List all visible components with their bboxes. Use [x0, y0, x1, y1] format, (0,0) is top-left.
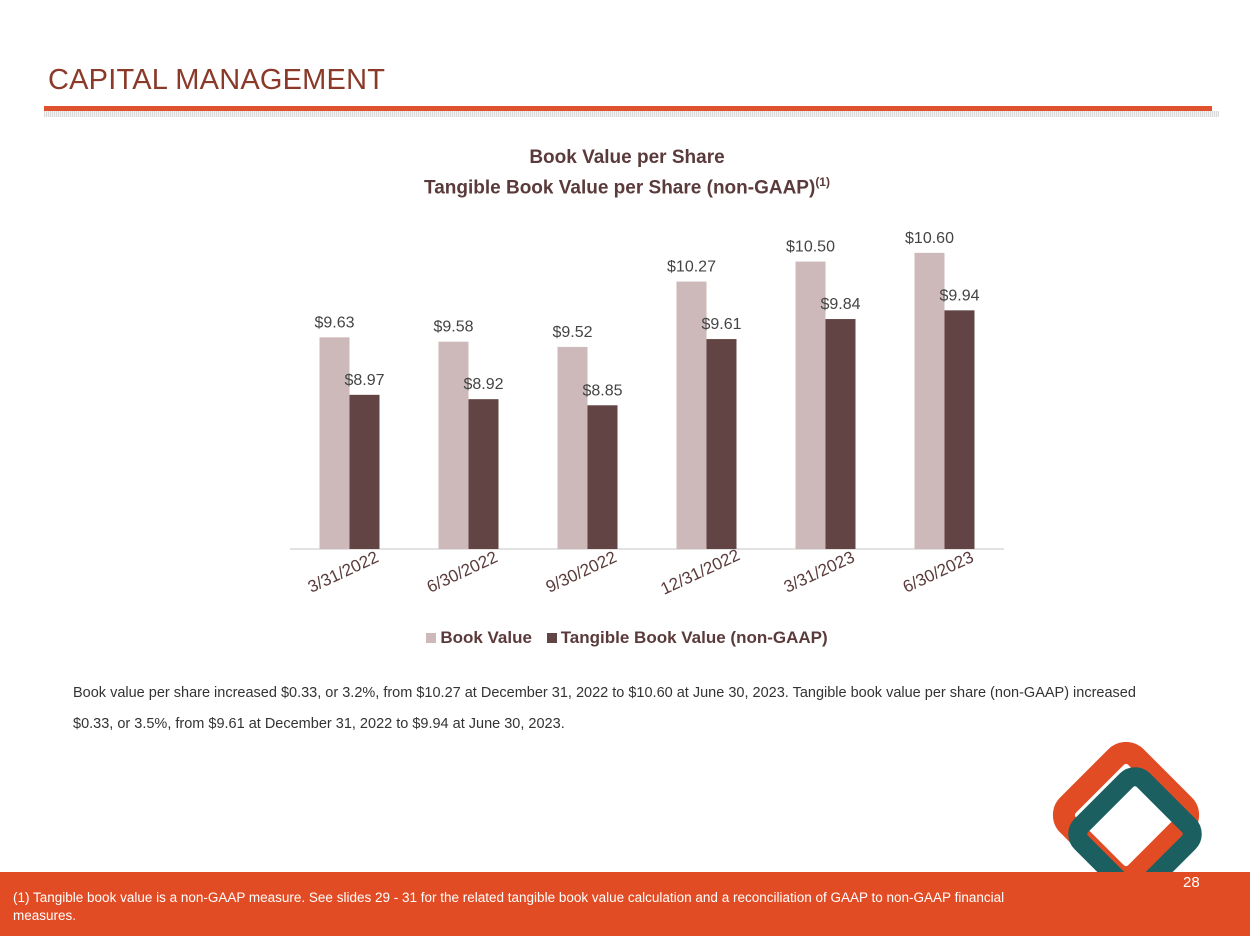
x-tick-label-4: 3/31/2023: [781, 547, 858, 596]
bar-book-value-4: [795, 261, 826, 549]
x-tick-label-2: 9/30/2022: [543, 547, 620, 596]
x-tick-label-1: 6/30/2022: [424, 547, 501, 596]
company-logo: [1052, 742, 1202, 901]
bar-book-value-0: [319, 337, 350, 549]
bar-chart: $9.63 $8.97 3/31/2022 $9.58 $8.92 6/30/2022 $9…: [290, 230, 1004, 599]
data-label-tangible-book-value-4: $9.84: [820, 296, 860, 313]
chart-title-block: Book Value per Share Tangible Book Value…: [0, 146, 1250, 200]
bar-book-value-1: [438, 341, 469, 549]
page-title: CAPITAL MANAGEMENT: [48, 64, 386, 96]
bar-tangible-book-value-1: [468, 399, 499, 549]
bar-tangible-book-value-5: [944, 310, 975, 549]
x-tick-label-0: 3/31/2022: [305, 547, 382, 596]
data-label-book-value-3: $10.27: [667, 259, 716, 276]
legend-swatch-tangible-book-value: [546, 633, 557, 643]
chart-subtitle-footnote-ref: (1): [815, 175, 830, 189]
page-number: 28: [1183, 874, 1200, 891]
chart-title: Book Value per Share: [529, 147, 725, 168]
bar-book-value-3: [676, 281, 707, 549]
data-label-tangible-book-value-3: $9.61: [701, 316, 741, 333]
footer-bar: (1) Tangible book value is a non-GAAP me…: [0, 872, 1250, 936]
bar-tangible-book-value-4: [825, 319, 856, 549]
data-label-tangible-book-value-0: $8.97: [344, 372, 384, 389]
bar-tangible-book-value-2: [587, 405, 618, 549]
data-label-book-value-1: $9.58: [433, 319, 473, 336]
legend-label-book-value: Book Value: [440, 628, 532, 647]
data-label-book-value-4: $10.50: [786, 239, 835, 256]
bar-tangible-book-value-3: [706, 339, 737, 549]
chart-legend: Book Value Tangible Book Value (non-GAAP…: [0, 628, 1250, 648]
data-label-tangible-book-value-1: $8.92: [463, 376, 503, 393]
data-label-book-value-0: $9.63: [314, 314, 354, 331]
x-tick-label-3: 12/31/2022: [658, 545, 743, 598]
title-divider: [44, 106, 1212, 111]
bar-book-value-5: [914, 252, 945, 549]
bar-book-value-2: [557, 346, 588, 549]
title-divider-shadow: [44, 111, 1219, 117]
x-tick-label-5: 6/30/2023: [900, 547, 977, 596]
data-label-tangible-book-value-5: $9.94: [939, 287, 979, 304]
legend-item-tangible-book-value: Tangible Book Value (non-GAAP): [546, 628, 828, 648]
legend-label-tangible-book-value: Tangible Book Value (non-GAAP): [560, 628, 828, 647]
footnote: (1) Tangible book value is a non-GAAP me…: [13, 890, 1005, 923]
bar-tangible-book-value-0: [349, 394, 380, 549]
data-label-tangible-book-value-2: $8.85: [582, 382, 622, 399]
chart-subtitle: Tangible Book Value per Share (non-GAAP): [424, 177, 816, 199]
chart-subtitle-line: Tangible Book Value per Share (non-GAAP)…: [0, 170, 1250, 200]
data-label-book-value-5: $10.60: [905, 230, 954, 247]
summary-text: Book value per share increased $0.33, or…: [73, 685, 1136, 732]
data-label-book-value-2: $9.52: [552, 324, 592, 341]
legend-item-book-value: Book Value: [426, 628, 532, 648]
legend-swatch-book-value: [426, 633, 437, 643]
